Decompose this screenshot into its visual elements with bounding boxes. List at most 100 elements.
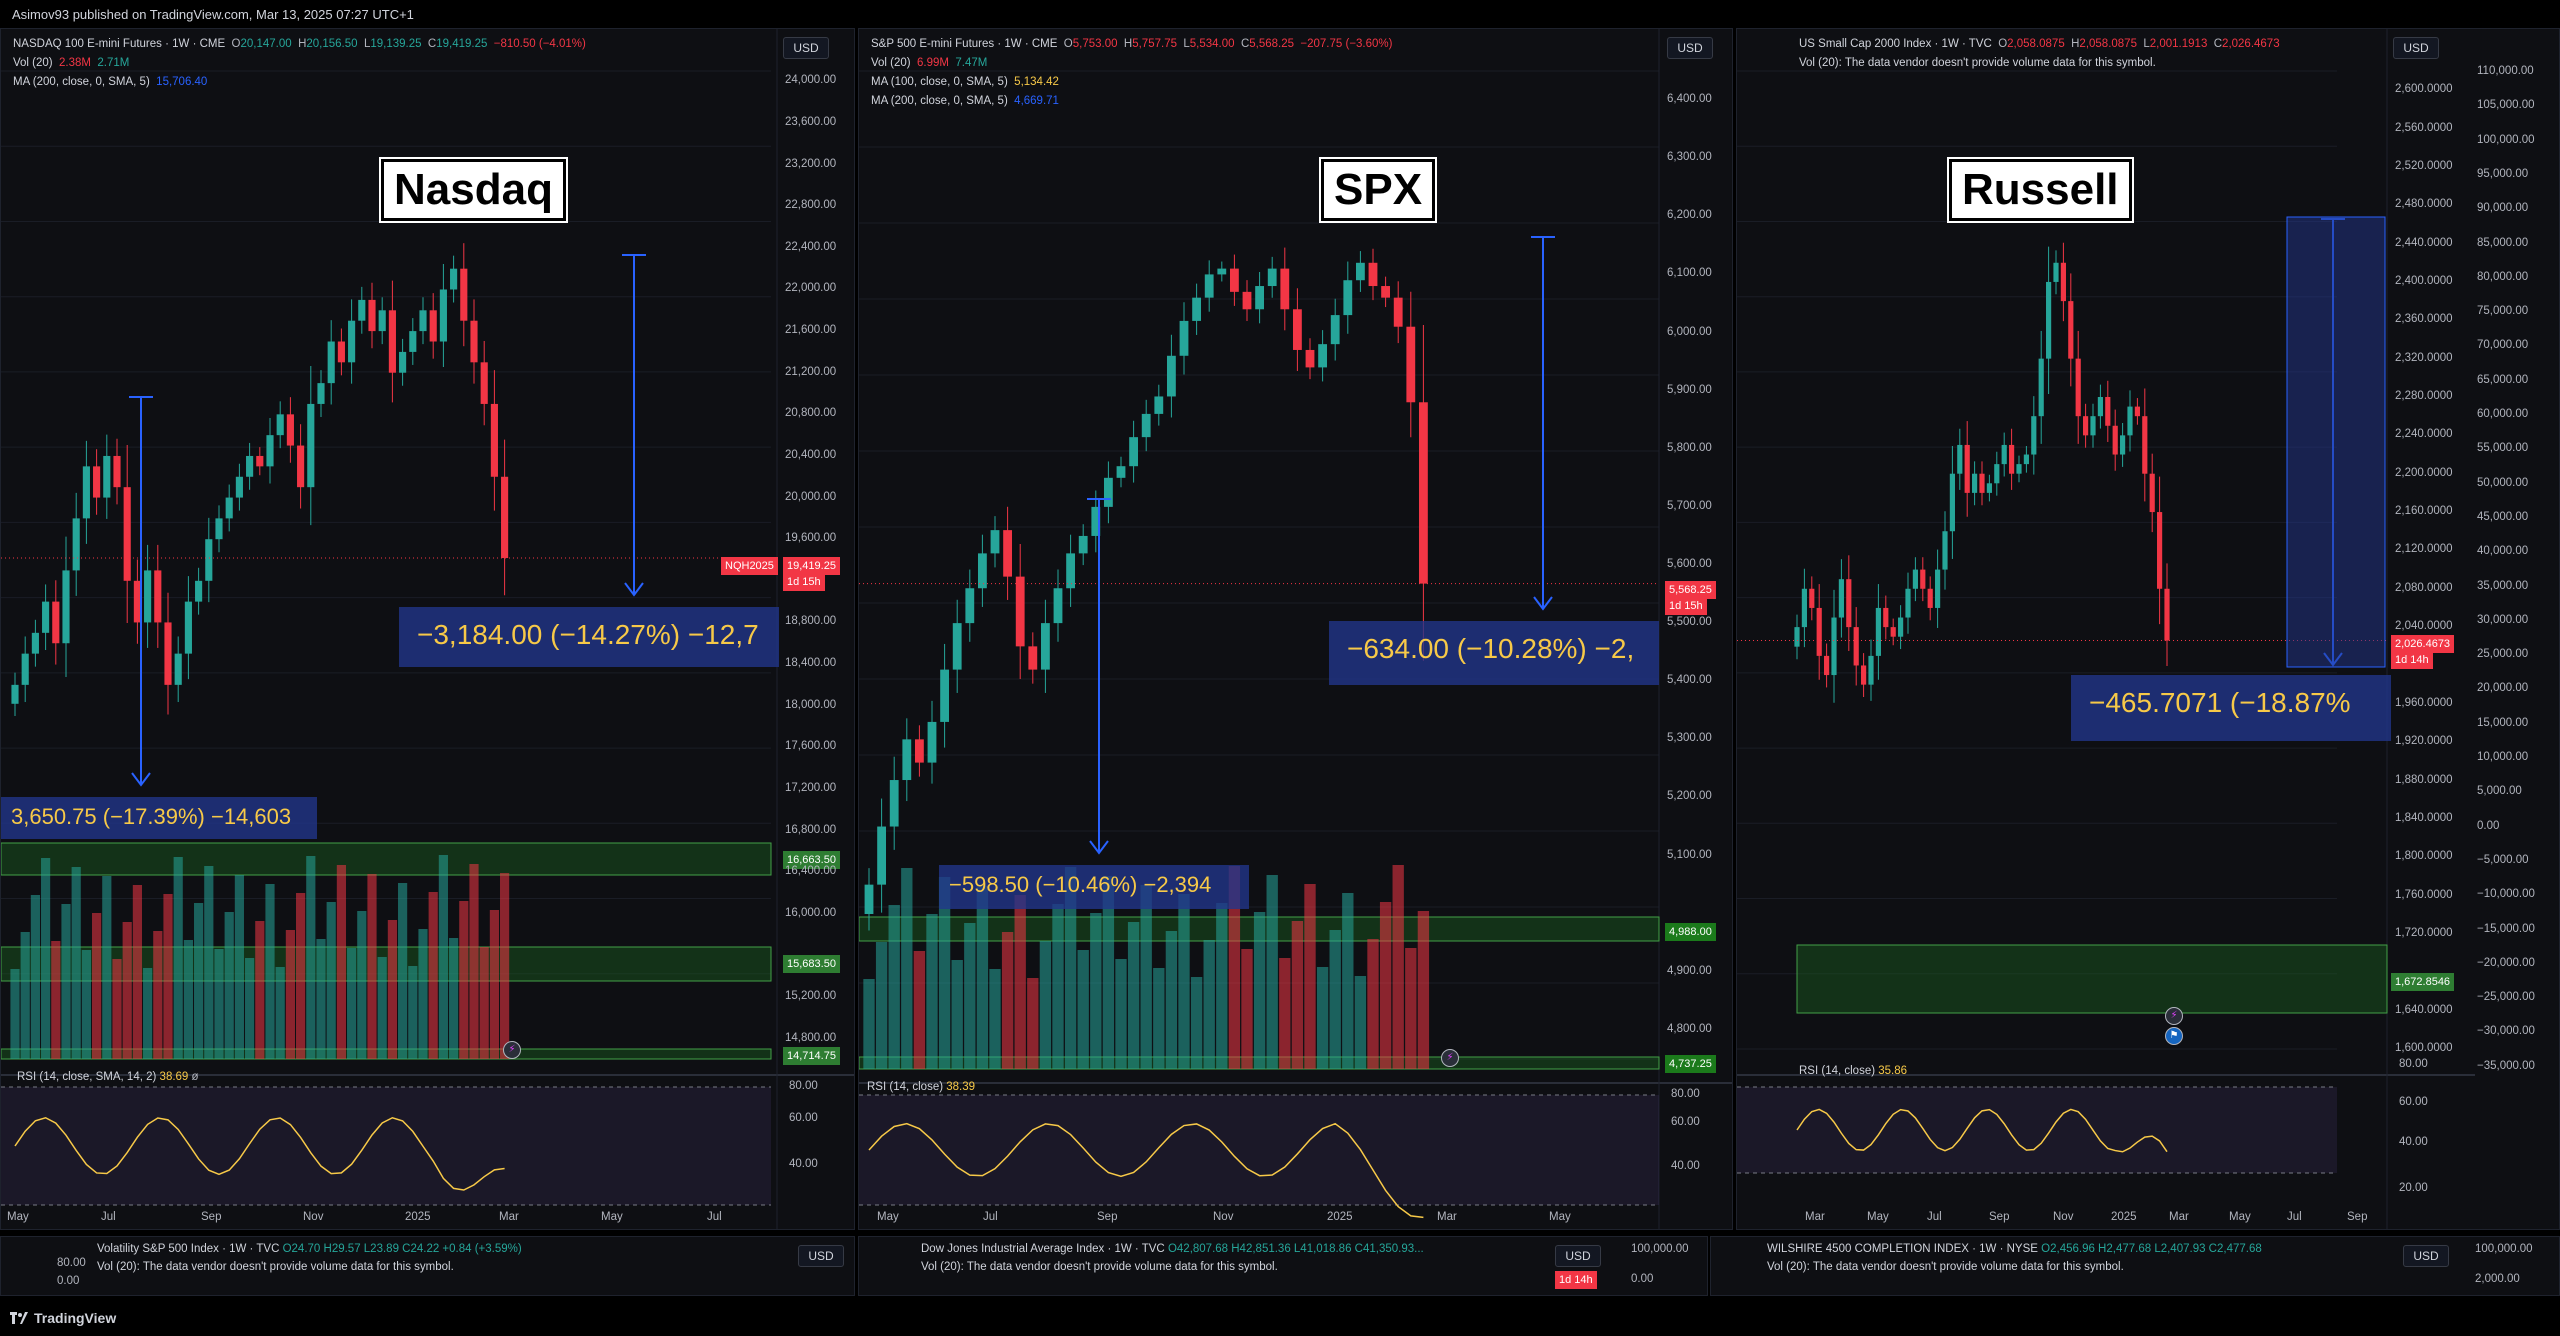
candle-body[interactable] [1066, 553, 1076, 589]
chart-panel-spx[interactable]: S&P 500 E-mini Futures · 1W · CME O5,753… [858, 28, 1733, 1230]
candle-body[interactable] [388, 310, 396, 373]
candle-body[interactable] [902, 739, 912, 781]
footer-brand[interactable]: TradingView [34, 1310, 117, 1326]
candle-body[interactable] [1292, 309, 1302, 350]
candle-body[interactable] [1003, 530, 1013, 577]
candle-body[interactable] [1846, 579, 1852, 628]
candle-body[interactable] [1103, 477, 1113, 507]
measure-range-box[interactable] [2286, 216, 2386, 668]
candle-body[interactable] [62, 570, 70, 644]
candle-body[interactable] [2164, 588, 2170, 641]
candle-body[interactable] [1949, 473, 1955, 532]
chart-panel-nasdaq[interactable]: NASDAQ 100 E-mini Futures · 1W · CME O20… [0, 28, 855, 1230]
candle-body[interactable] [2016, 464, 2022, 474]
candle-body[interactable] [337, 341, 345, 363]
candle-body[interactable] [1905, 588, 1911, 618]
spx-chart-canvas[interactable] [859, 29, 1733, 1230]
candle-body[interactable] [399, 351, 407, 373]
candle-body[interactable] [1166, 355, 1176, 397]
candle-body[interactable] [2120, 435, 2126, 455]
candle-body[interactable] [1305, 349, 1315, 368]
candle-body[interactable] [1831, 617, 1837, 676]
candle-body[interactable] [1053, 588, 1063, 624]
candle-body[interactable] [940, 669, 950, 722]
candle-body[interactable] [133, 580, 141, 623]
candle-body[interactable] [2127, 406, 2133, 436]
candle-body[interactable] [450, 268, 458, 290]
candle-body[interactable] [2083, 416, 2089, 436]
candle-body[interactable] [990, 530, 1000, 554]
candle-body[interactable] [1204, 274, 1214, 298]
candle-body[interactable] [11, 684, 19, 704]
candle-body[interactable] [460, 268, 468, 321]
candle-body[interactable] [184, 601, 192, 654]
candle-body[interactable] [1028, 646, 1038, 670]
candle-body[interactable] [266, 435, 274, 467]
russell-measure-main[interactable]: −465.7071 (−18.87% [2071, 675, 2391, 741]
candle-body[interactable] [419, 310, 427, 332]
candle-body[interactable] [1091, 506, 1101, 536]
candle-body[interactable] [1129, 437, 1139, 467]
nasdaq-chart-canvas[interactable] [1, 29, 855, 1230]
candle-body[interactable] [235, 476, 243, 498]
candle-body[interactable] [1853, 627, 1859, 666]
candle-body[interactable] [215, 518, 223, 540]
candle-body[interactable] [1801, 588, 1807, 628]
candle-body[interactable] [82, 466, 90, 519]
candle-body[interactable] [2009, 444, 2015, 474]
candle-body[interactable] [1343, 280, 1353, 316]
candle-body[interactable] [914, 739, 924, 763]
candle-body[interactable] [1794, 627, 1800, 647]
candle-body[interactable] [864, 884, 874, 914]
candle-body[interactable] [21, 653, 29, 685]
russell-flag-icon[interactable]: ⚑ [2165, 1027, 2183, 1045]
candle-body[interactable] [1078, 535, 1088, 554]
candle-body[interactable] [93, 466, 101, 498]
candle-body[interactable] [409, 331, 417, 352]
tradingview-logo-icon[interactable] [10, 1312, 28, 1324]
candle-body[interactable] [1838, 579, 1844, 618]
candle-body[interactable] [1116, 466, 1126, 478]
candle-body[interactable] [1809, 588, 1815, 608]
candle-body[interactable] [1942, 531, 1948, 570]
candle-body[interactable] [965, 588, 975, 624]
candle-body[interactable] [31, 632, 39, 654]
mini-vix-currency[interactable]: USD [798, 1245, 844, 1267]
mini-wilshire-currency[interactable]: USD [2403, 1245, 2449, 1267]
candle-body[interactable] [1912, 569, 1918, 589]
candle-body[interactable] [2023, 454, 2029, 465]
mini-panel-wilshire[interactable]: WILSHIRE 4500 COMPLETION INDEX · 1W · NY… [1710, 1236, 2560, 1296]
candle-body[interactable] [889, 780, 899, 827]
candle-body[interactable] [113, 455, 121, 488]
candle-body[interactable] [1994, 464, 2000, 484]
candle-body[interactable] [205, 539, 213, 581]
candle-body[interactable] [123, 487, 131, 581]
candle-body[interactable] [1154, 396, 1164, 414]
spx-currency-button[interactable]: USD [1667, 37, 1713, 59]
candle-body[interactable] [1824, 655, 1830, 676]
candle-body[interactable] [1280, 268, 1290, 310]
candle-body[interactable] [164, 622, 172, 685]
candle-body[interactable] [103, 455, 111, 498]
candle-body[interactable] [1986, 483, 1992, 493]
candle-body[interactable] [1890, 627, 1896, 637]
candle-body[interactable] [1242, 291, 1252, 310]
candle-body[interactable] [297, 445, 305, 488]
candle-body[interactable] [1935, 569, 1941, 608]
candle-body[interactable] [2157, 512, 2163, 589]
candle-body[interactable] [1883, 607, 1889, 628]
candle-body[interactable] [952, 623, 962, 670]
candle-body[interactable] [1920, 569, 1926, 589]
candle-body[interactable] [490, 403, 498, 477]
candle-body[interactable] [501, 476, 509, 559]
spx-event-icon[interactable]: ⚡ [1441, 1049, 1459, 1067]
candle-body[interactable] [256, 455, 264, 467]
spx-measure-main[interactable]: −634.00 (−10.28%) −2, [1329, 621, 1659, 685]
candle-body[interactable] [1957, 444, 1963, 474]
candle-body[interactable] [246, 455, 254, 477]
candle-body[interactable] [1267, 268, 1277, 287]
candle-body[interactable] [2001, 444, 2007, 465]
candle-body[interactable] [1141, 413, 1151, 438]
candle-body[interactable] [286, 414, 294, 446]
candle-body[interactable] [1868, 655, 1874, 685]
